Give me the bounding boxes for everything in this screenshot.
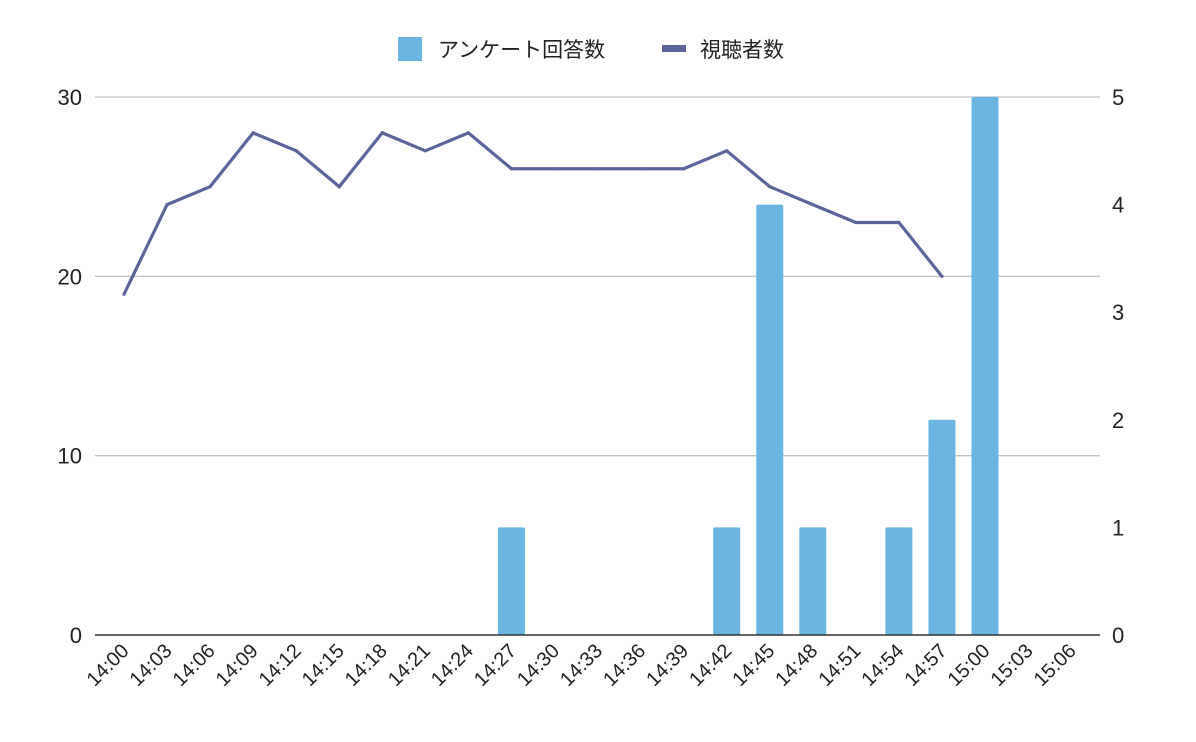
y-right-tick-2: 2 <box>1112 408 1124 433</box>
x-tick-1415: 14:15 <box>298 640 349 691</box>
x-tick-1418: 14:18 <box>341 640 392 691</box>
legend-label-line: 視聴者数 <box>700 38 784 62</box>
bar-1442 <box>713 527 741 635</box>
gridlines <box>95 96 1100 457</box>
bar-1445 <box>756 204 784 635</box>
line-path <box>122 130 944 295</box>
x-tick-1448: 14:48 <box>771 640 822 691</box>
line-point-1433 <box>595 167 600 171</box>
x-tick-1403: 14:03 <box>126 640 177 691</box>
x-tick-1457: 14:57 <box>901 640 952 691</box>
x-tick-1433: 14:33 <box>556 640 607 691</box>
y-left-tick-0: 0 <box>70 623 82 648</box>
line-point-1418 <box>380 131 384 135</box>
x-tick-1506: 15:06 <box>1030 640 1081 691</box>
line-point-1412 <box>294 149 298 153</box>
y-right-tick-5: 5 <box>1112 85 1124 110</box>
legend-swatch-line <box>662 45 686 52</box>
x-tick-1427: 14:27 <box>470 640 521 691</box>
x-tick-1412: 14:12 <box>255 640 306 691</box>
line-point-1451 <box>854 220 858 225</box>
line-point-1436 <box>639 167 643 171</box>
bar-series <box>497 97 999 635</box>
line-point-1400 <box>122 292 126 296</box>
bar-1500 <box>971 97 999 635</box>
line-point-1454 <box>897 220 901 225</box>
x-tick-1451: 14:51 <box>814 640 865 691</box>
x-tick-1430: 14:30 <box>513 640 564 691</box>
y-right-tick-1: 1 <box>1112 515 1124 540</box>
line-point-1439 <box>682 167 686 171</box>
y-axis-right: 0 1 2 3 4 5 <box>1112 85 1124 648</box>
x-tick-1500: 15:00 <box>944 640 995 691</box>
line-point-1427 <box>509 167 514 171</box>
y-left-tick-30: 30 <box>58 85 82 110</box>
x-tick-1454: 14:54 <box>857 640 908 691</box>
line-point-1424 <box>466 131 470 135</box>
y-left-tick-10: 10 <box>58 444 82 469</box>
bar-1457 <box>928 419 956 635</box>
bar-1427 <box>497 527 525 635</box>
line-point-1445 <box>768 185 772 189</box>
line-point-1457 <box>940 274 944 278</box>
x-axis: 14:0014:0314:0614:0914:1214:1514:1814:21… <box>83 640 1081 691</box>
x-tick-1421: 14:21 <box>384 640 435 691</box>
legend-label-bars: アンケート回答数 <box>438 38 605 62</box>
line-point-1430 <box>552 167 557 171</box>
x-tick-1409: 14:09 <box>212 640 263 691</box>
line-point-1442 <box>725 149 729 153</box>
line-point-1448 <box>811 203 815 207</box>
line-point-1421 <box>423 149 427 153</box>
y-right-tick-0: 0 <box>1112 623 1124 648</box>
x-tick-1400: 14:00 <box>83 640 134 691</box>
x-tick-1442: 14:42 <box>685 640 736 691</box>
legend: アンケート回答数 視聴者数 <box>398 37 784 62</box>
bar-1448 <box>799 527 827 635</box>
x-tick-1445: 14:45 <box>728 640 779 691</box>
line-point-1415 <box>337 185 341 189</box>
x-tick-1406: 14:06 <box>169 640 220 691</box>
y-left-tick-20: 20 <box>58 264 82 289</box>
line-point-1406 <box>208 185 212 189</box>
legend-swatch-bars <box>398 37 422 61</box>
y-right-tick-3: 3 <box>1112 300 1124 325</box>
line-point-1409 <box>251 131 255 135</box>
x-tick-1424: 14:24 <box>427 640 478 691</box>
y-right-tick-4: 4 <box>1112 193 1124 218</box>
x-tick-1503: 15:03 <box>987 640 1038 691</box>
bar-1454 <box>885 527 913 635</box>
y-axis-left: 0 10 20 30 <box>58 85 82 648</box>
line-series <box>122 130 944 296</box>
x-tick-1439: 14:39 <box>642 640 693 691</box>
line-point-1403 <box>165 203 169 207</box>
x-tick-1436: 14:36 <box>599 640 650 691</box>
